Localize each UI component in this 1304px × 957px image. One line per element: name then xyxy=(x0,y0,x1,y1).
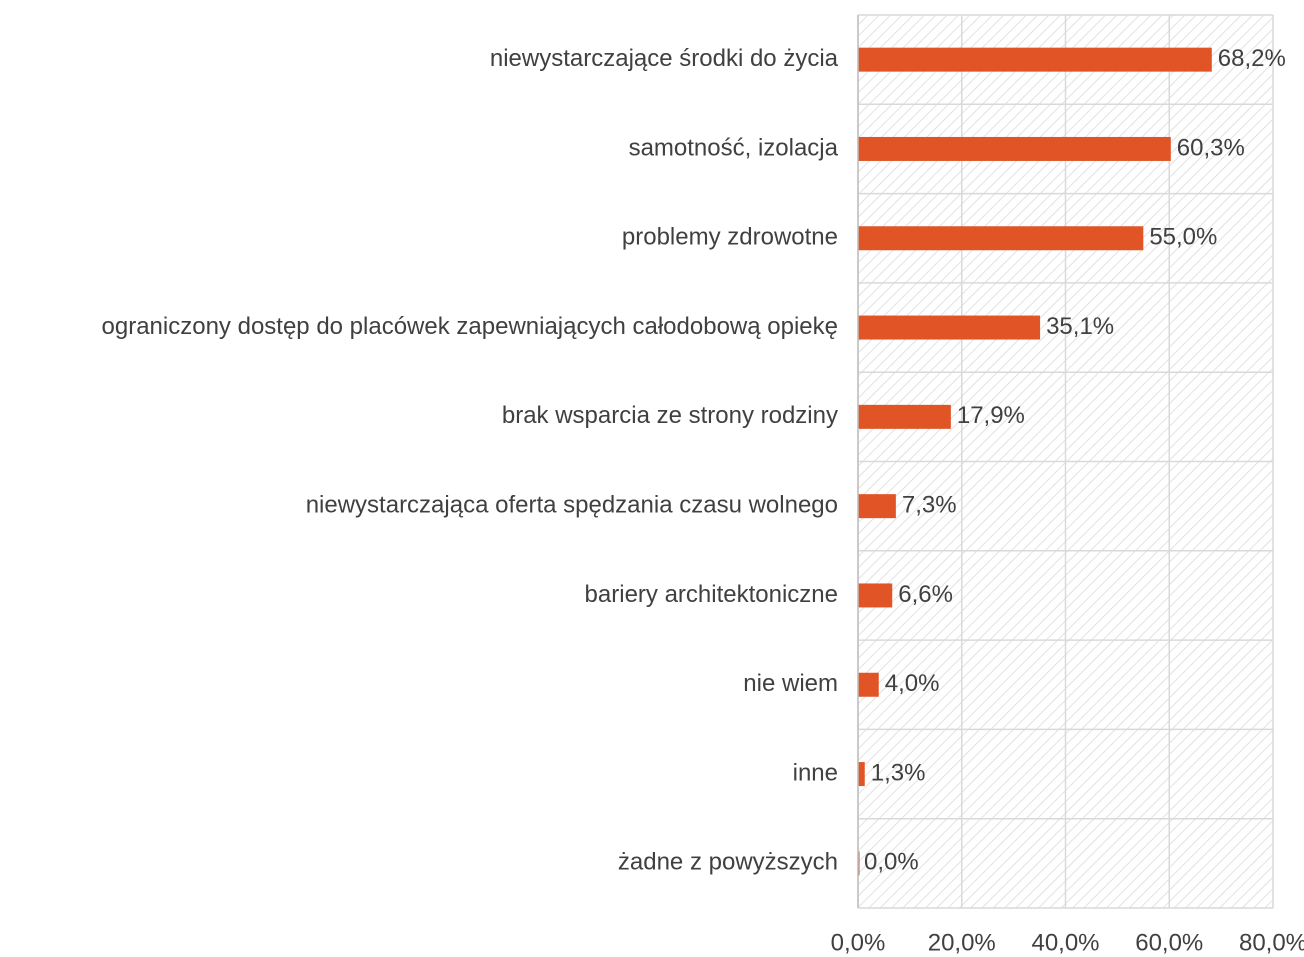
x-tick-label: 20,0% xyxy=(928,929,996,956)
y-tick-label: nie wiem xyxy=(743,670,838,697)
data-label: 68,2% xyxy=(1218,45,1286,72)
data-label: 55,0% xyxy=(1149,224,1217,251)
data-label: 7,3% xyxy=(902,491,957,518)
y-tick-label: samotność, izolacja xyxy=(629,134,839,161)
y-tick-label: inne xyxy=(793,759,838,786)
y-tick-label: niewystarczające środki do życia xyxy=(490,45,839,72)
y-tick-label: bariery architektoniczne xyxy=(585,581,838,608)
data-label: 17,9% xyxy=(957,402,1025,429)
bar xyxy=(858,672,879,697)
bar xyxy=(858,494,896,519)
x-tick-label: 60,0% xyxy=(1135,929,1203,956)
y-tick-label: niewystarczająca oferta spędzania czasu … xyxy=(306,491,838,518)
data-label: 4,0% xyxy=(885,670,940,697)
x-tick-label: 0,0% xyxy=(831,929,886,956)
y-tick-label: ograniczony dostęp do placówek zapewniaj… xyxy=(102,313,838,340)
y-tick-label: brak wsparcia ze strony rodziny xyxy=(502,402,838,429)
bar xyxy=(858,226,1144,251)
data-label: 1,3% xyxy=(871,759,926,786)
y-tick-label: żadne z powyższych xyxy=(618,849,838,876)
data-label: 60,3% xyxy=(1177,134,1245,161)
bar xyxy=(858,404,951,429)
bar xyxy=(858,136,1171,161)
bar xyxy=(858,47,1212,72)
data-label: 35,1% xyxy=(1046,313,1114,340)
bar xyxy=(858,315,1041,340)
data-label: 6,6% xyxy=(898,581,953,608)
data-label: 0,0% xyxy=(864,849,919,876)
x-tick-label: 40,0% xyxy=(1031,929,1099,956)
x-tick-label: 80,0% xyxy=(1239,929,1304,956)
y-tick-label: problemy zdrowotne xyxy=(622,224,838,251)
bar xyxy=(858,583,893,608)
bar xyxy=(858,762,865,787)
